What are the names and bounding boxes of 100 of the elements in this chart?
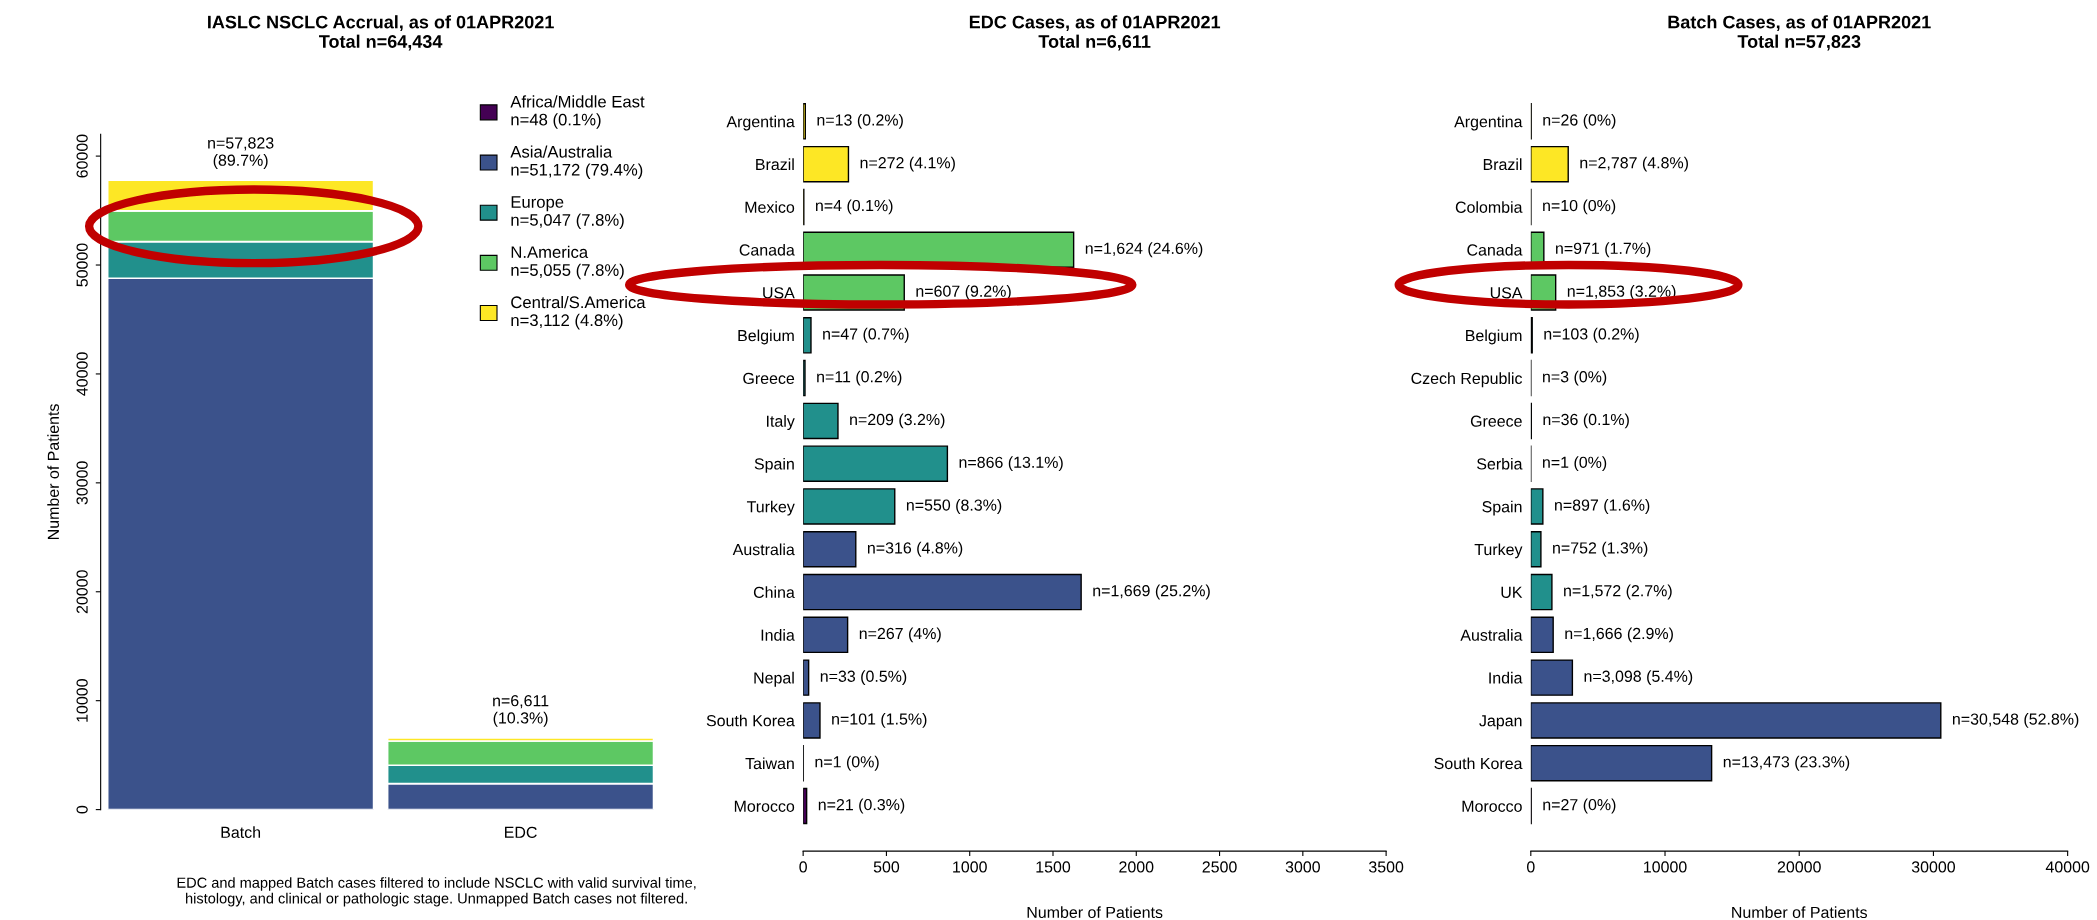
data-label: n=3,098 (5.4%) [1584, 670, 1693, 686]
data-label: n=550 (8.3%) [906, 499, 1002, 514]
x-tick-label: 1500 [1036, 861, 1071, 873]
data-label: n=21 (0.3%) [818, 798, 905, 814]
bar [1530, 531, 1542, 568]
y-tick-label: Turkey [1474, 543, 1523, 559]
bar [1530, 488, 1544, 525]
y-tick-label: Turkey [746, 500, 795, 516]
bar [1530, 573, 1553, 611]
data-label: n=30,548 (52.8%) [1952, 712, 2079, 728]
data-label: n=13 (0.2%) [817, 113, 903, 129]
y-tick-label: Argentina [1454, 115, 1523, 131]
x-tick-label: 500 [873, 861, 900, 873]
x-tick-label: 30000 [1911, 861, 1956, 873]
data-label: n=47 (0.7%) [823, 327, 909, 343]
data-label: n=2,787 (4.8%) [1580, 156, 1688, 172]
y-tick-label: Australia [732, 543, 795, 556]
y-tick-label: Taiwan [745, 757, 794, 770]
chart-title: Batch Cases, as of 01APR2021 [1668, 15, 1931, 32]
x-tick-label: 3000 [1285, 861, 1320, 873]
data-label: n=36 (0.1%) [1543, 413, 1629, 429]
bar [803, 402, 839, 440]
bar [803, 488, 896, 525]
total-label: n=6,611 (10.3%) [493, 695, 549, 727]
x-tick-label: 0 [1526, 861, 1535, 873]
data-label: n=26 (0%) [1543, 113, 1616, 129]
y-tick-label: USA [763, 287, 795, 299]
chart-title: EDC Cases, as of 01APR2021 [969, 15, 1221, 32]
x-tick-label: EDC [505, 826, 537, 838]
y-tick-label: Belgium [1466, 329, 1522, 345]
total-label: n=57,823 (89.7%) [208, 137, 274, 169]
data-label: n=1,572 (2.7%) [1564, 584, 1672, 600]
y-tick-label: Belgium [738, 329, 794, 345]
x-tick-label: 2000 [1119, 861, 1154, 873]
data-label: n=27 (0%) [1543, 798, 1616, 814]
bar [803, 445, 949, 482]
data-label: n=4 (0.1%) [815, 199, 893, 215]
data-label: n=1,669 (25.2%) [1093, 584, 1210, 600]
y-tick-label: Canada [739, 243, 795, 256]
data-label: n=1 (0%) [1543, 456, 1607, 472]
y-tick-label: Australia [1460, 629, 1523, 641]
data-label: n=866 (13.1%) [959, 456, 1063, 472]
y-tick-label: Nepal [754, 671, 794, 687]
x-tick-label: 40000 [2045, 861, 2090, 873]
data-label: n=3 (0%) [1543, 370, 1607, 386]
data-label: n=1,624 (24.6%) [1085, 242, 1203, 258]
data-label: n=11 (0.2%) [817, 370, 902, 386]
x-axis-title: Number of Patients [1027, 906, 1163, 919]
chart-subtitle: Total n=64,434 [319, 34, 443, 51]
data-label: n=1,666 (2.9%) [1565, 627, 1673, 643]
y-tick-label: South Korea [1434, 757, 1523, 770]
y-tick-label: Brazil [1483, 158, 1522, 171]
chart-subtitle: Total n=6,611 [1038, 34, 1151, 51]
data-label: n=10 (0%) [1543, 199, 1616, 215]
y-tick-label: Serbia [1477, 457, 1523, 470]
y-tick-label: Argentina [726, 115, 795, 131]
y-tick-label: 0 [76, 805, 88, 814]
y-tick-label: Morocco [734, 800, 795, 812]
data-label: n=1 (0%) [815, 755, 879, 771]
bar [803, 573, 1082, 611]
y-tick-label: 40000 [76, 352, 88, 396]
data-label: n=897 (1.6%) [1555, 499, 1650, 514]
y-tick-label: 60000 [76, 134, 88, 178]
x-tick-label: 2500 [1202, 861, 1237, 873]
y-tick-label: UK [1501, 586, 1523, 598]
y-tick-label: 50000 [76, 243, 88, 287]
y-axis-title: Number of Patients [47, 404, 59, 539]
chart-title: IASLC NSCLC Accrual, as of 01APR2021 [208, 15, 554, 32]
x-tick-label: 0 [799, 861, 807, 873]
y-tick-label: Morocco [1462, 800, 1522, 812]
y-tick-label: India [761, 629, 795, 641]
bar [803, 616, 849, 654]
data-label: n=1,853 (3.2%) [1567, 285, 1676, 300]
data-label: n=316 (4.8%) [867, 541, 963, 557]
y-tick-label: Greece [1470, 415, 1522, 427]
data-label: n=752 (1.3%) [1553, 541, 1648, 557]
chart-subtitle: Total n=57,823 [1737, 34, 1861, 51]
bar [1530, 744, 1713, 782]
bar [1530, 616, 1554, 654]
y-tick-label: 30000 [76, 461, 88, 505]
x-tick-label: Batch [221, 826, 261, 838]
data-label: n=101 (1.5%) [832, 712, 927, 728]
legend-label: Africa/Middle East n=48 (0.1%) [510, 95, 645, 129]
legend-label: N.America n=5,055 (7.8%) [511, 245, 624, 280]
bar [1530, 659, 1574, 696]
x-tick-label: 10000 [1644, 861, 1687, 873]
data-label: n=209 (3.2%) [850, 413, 945, 429]
text: EDC and mapped Batch cases filtered to include NSCLC with valid survival time, histology, and clinical or pathologic stage. Unmapped Batch cases not filtered. [177, 877, 696, 907]
data-label: n=103 (0.2%) [1544, 327, 1639, 343]
y-tick-label: China [753, 586, 795, 598]
data-label: n=13,473 (23.3%) [1723, 755, 1850, 771]
y-tick-label: Brazil [756, 158, 794, 171]
y-tick-label: India [1489, 671, 1523, 684]
x-tick-label: 1000 [953, 861, 987, 873]
y-tick-label: South Korea [706, 714, 795, 727]
legend-label: Central/S.America n=3,112 (4.8%) [511, 295, 646, 330]
bar [803, 317, 812, 354]
bar [803, 145, 850, 183]
data-label: n=272 (4.1%) [860, 156, 955, 172]
y-tick-label: 20000 [76, 570, 88, 614]
